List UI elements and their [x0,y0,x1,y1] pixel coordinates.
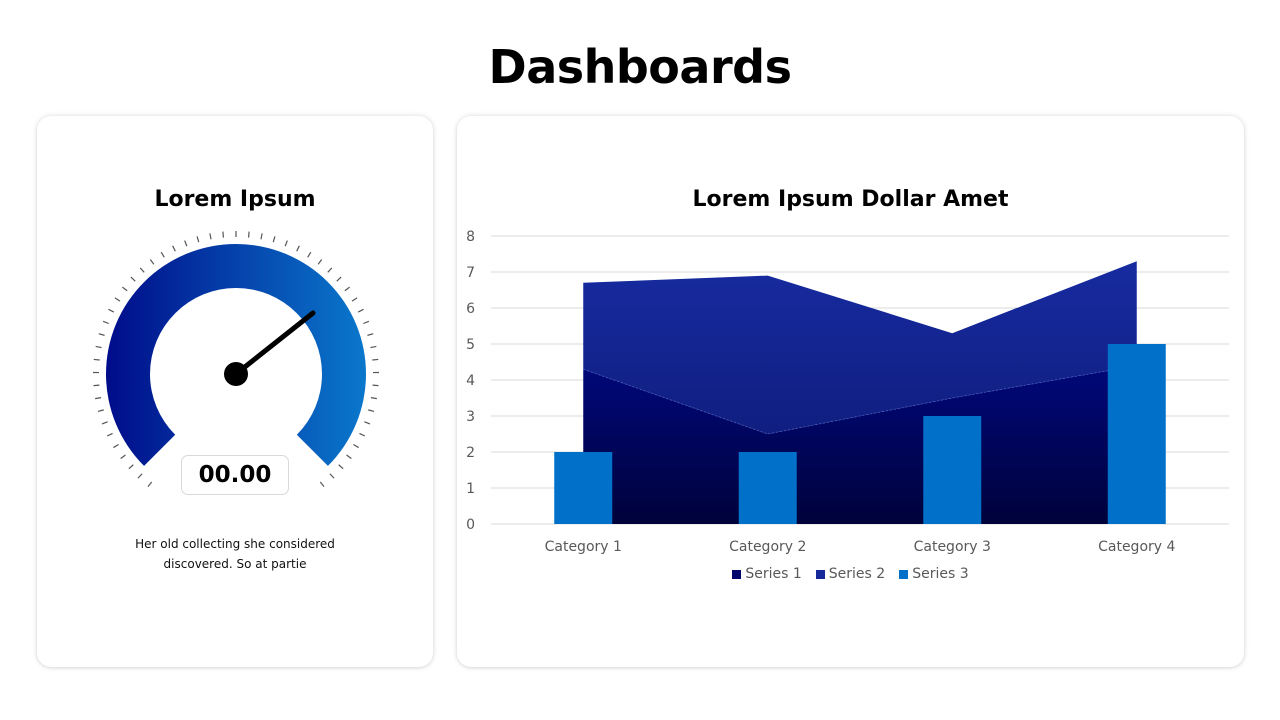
svg-text:2: 2 [466,445,475,461]
legend-item-series-3: Series 3 [899,566,969,582]
gauge-description: Her old collecting she considered discov… [135,537,335,571]
series-1-boundary [583,365,1137,435]
y-axis-labels: 0 1 2 3 4 5 6 7 8 [466,229,475,533]
gauge-needle [233,310,316,377]
gauge-tick-marks [93,231,379,488]
x-axis-label: Category 2 [729,539,806,555]
series-3-bar [923,416,982,524]
page-title: Dashboards [488,40,792,94]
svg-text:7: 7 [466,265,475,281]
legend-item-series-2: Series 2 [815,566,885,582]
svg-text:6: 6 [466,301,475,317]
svg-text:5: 5 [466,337,475,353]
series-2-area [583,261,1137,434]
chart-card: Lorem Ipsum Dollar Amet 0 1 2 3 4 5 6 7 8 Catego… [457,116,1244,667]
gauge-arc [106,244,366,466]
series-3-bar [554,452,613,524]
gauge-value: 00.00 [181,455,289,495]
gauge-card: Lorem Ipsum 00.00 Her old collecting she… [37,116,433,667]
gauge-chart [93,231,379,488]
x-axis-label: Category 1 [545,539,622,555]
series-1-area [583,365,1137,524]
svg-text:4: 4 [466,373,475,389]
area-bar-chart: 0 1 2 3 4 5 6 7 8 Category 1 Category 2 Category 3… [466,229,1229,555]
gauge-card-title: Lorem Ipsum [154,187,316,212]
svg-text:3: 3 [466,409,475,425]
legend-swatch-icon [815,569,825,579]
svg-text:1: 1 [466,481,475,497]
legend-swatch-icon [899,569,909,579]
svg-text:0: 0 [466,517,475,533]
series-3-bar [1107,344,1166,524]
x-axis-labels: Category 1 Category 2 Category 3 Category 4 [545,539,1176,555]
legend-swatch-icon [732,569,742,579]
chart-legend: Series 1 Series 2 Series 3 [457,566,1244,582]
legend-item-series-1: Series 1 [732,566,802,582]
chart-title: Lorem Ipsum Dollar Amet [692,187,1009,212]
gauge-needle-hub [224,362,248,386]
series-3-bars [554,344,1166,524]
series-3-bar [738,452,797,524]
x-axis-label: Category 4 [1098,539,1175,555]
x-axis-label: Category 3 [914,539,991,555]
svg-text:8: 8 [466,229,475,245]
